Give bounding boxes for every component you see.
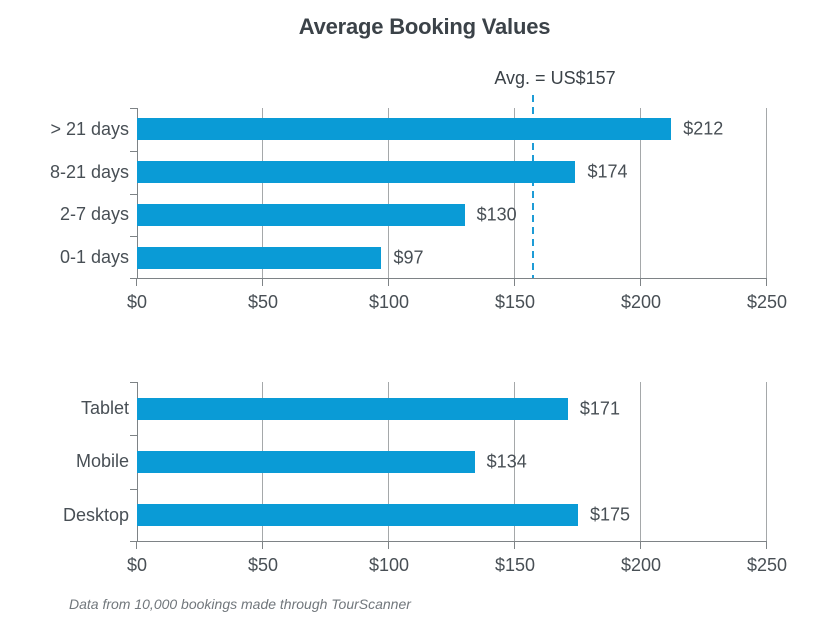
x-axis-labels: $0 $50 $100 $150 $200 $250 — [127, 279, 787, 312]
x-axis-tick — [262, 279, 263, 286]
category-label: > 21 days — [50, 118, 129, 139]
average-dashed-line — [531, 95, 534, 279]
category-label: 0-1 days — [59, 247, 129, 268]
x-axis-tick-label: $250 — [746, 555, 788, 575]
value-label: $130 — [476, 204, 517, 225]
bar — [137, 397, 568, 420]
gridline — [766, 382, 767, 542]
y-axis-tick — [130, 108, 137, 109]
bar — [137, 118, 672, 141]
x-axis-labels: $0 $50 $100 $150 $200 $250 — [127, 542, 787, 575]
x-axis-tick-label: $0 — [126, 555, 148, 575]
x-axis-tick — [262, 542, 263, 549]
y-axis-tick — [130, 488, 137, 490]
bar — [137, 246, 382, 269]
value-label: $212 — [683, 118, 724, 139]
y-axis-tick — [130, 435, 137, 437]
x-axis-line — [131, 541, 767, 542]
bar-row: $130 — [137, 194, 767, 237]
bar-row: $174 — [137, 151, 767, 194]
gridline — [514, 382, 515, 542]
bar-row: $171 — [137, 382, 767, 435]
x-axis-tick-label: $100 — [368, 292, 410, 312]
chart-title: Average Booking Values — [298, 14, 551, 39]
x-axis-tick-label: $150 — [494, 292, 536, 312]
x-axis-tick-label: $200 — [620, 292, 662, 312]
y-axis-line — [137, 108, 138, 279]
plot-area: $212 $174 $130 $97 — [130, 95, 767, 286]
gridline — [766, 108, 767, 279]
source-note: Data from 10,000 bookings made through T… — [69, 596, 411, 612]
bar-row: $134 — [137, 435, 767, 488]
value-label: $97 — [393, 247, 424, 268]
booking-window-bar-chart: $212 $174 $130 $97 > 21 days 8-21 days 2-7 day… — [0, 95, 827, 312]
device-bar-chart: $171 $134 $175 Tablet Mobile Desktop $0 $50 $100… — [0, 382, 827, 575]
category-label: 2-7 days — [59, 204, 129, 225]
x-axis-tick — [766, 279, 767, 286]
bar-row: $175 — [137, 489, 767, 542]
gridline — [262, 108, 263, 279]
category-label: 8-21 days — [49, 161, 129, 182]
x-axis-tick-label: $0 — [126, 292, 148, 312]
bar — [137, 203, 465, 226]
x-axis-tick — [514, 542, 515, 549]
value-label: $175 — [590, 504, 631, 525]
x-axis-tick — [136, 542, 137, 549]
gridline — [388, 108, 389, 279]
bar — [137, 161, 576, 184]
value-label: $134 — [486, 451, 527, 472]
y-axis-tick — [130, 193, 137, 195]
average-annotation: Avg. = US$157 — [494, 68, 616, 88]
x-axis-tick — [388, 542, 389, 549]
bar-row: $97 — [137, 236, 767, 279]
x-axis-tick-label: $250 — [746, 292, 788, 312]
value-label: $171 — [579, 398, 620, 419]
x-axis-tick — [136, 279, 137, 286]
x-axis-tick-label: $50 — [247, 292, 279, 312]
x-axis-line — [131, 278, 767, 279]
gridline — [640, 108, 641, 279]
bar-row: $212 — [137, 108, 767, 151]
value-label: $174 — [587, 161, 628, 182]
x-axis-tick — [766, 542, 767, 549]
gridline — [640, 382, 641, 542]
x-axis-tick — [640, 279, 641, 286]
y-axis-tick — [130, 382, 137, 383]
x-axis-tick-label: $50 — [247, 555, 279, 575]
category-label: Desktop — [62, 504, 129, 525]
bar — [137, 504, 578, 527]
x-axis-tick — [514, 279, 515, 286]
bar — [137, 450, 475, 473]
x-axis-tick — [640, 542, 641, 549]
y-axis-tick — [130, 236, 137, 238]
gridline — [514, 108, 515, 279]
x-axis-tick-label: $150 — [494, 555, 536, 575]
category-label: Tablet — [80, 398, 129, 419]
x-axis-tick — [388, 279, 389, 286]
x-axis-tick-label: $200 — [620, 555, 662, 575]
category-label: Mobile — [75, 451, 129, 472]
x-axis-tick-label: $100 — [368, 555, 410, 575]
y-axis-tick — [130, 150, 137, 152]
plot-area: $171 $134 $175 — [130, 382, 767, 549]
